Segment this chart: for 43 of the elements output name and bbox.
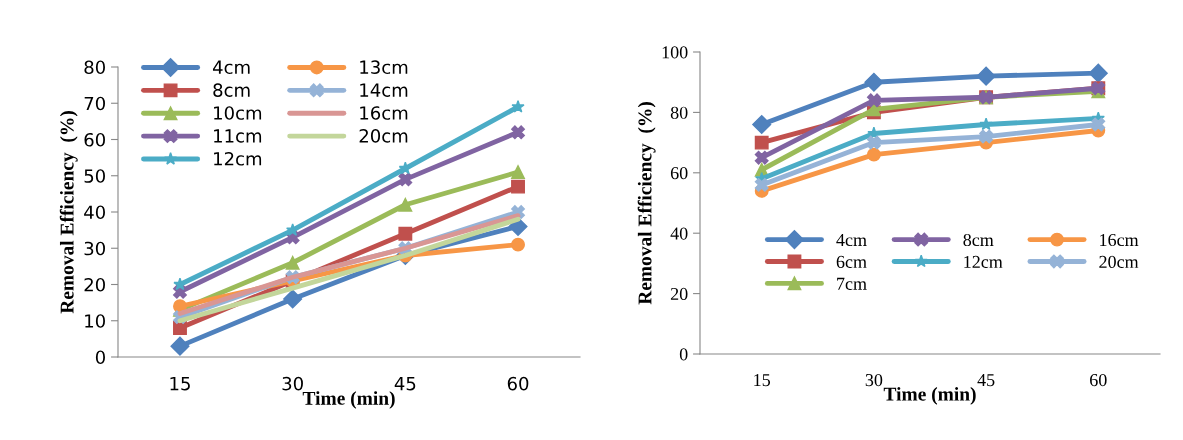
y-tick-label: 10 bbox=[85, 314, 105, 328]
y-tick-label: 40 bbox=[670, 227, 688, 240]
y-tick-label: 60 bbox=[84, 132, 105, 147]
y-axis-title: Removal Efficiency (%) bbox=[59, 111, 78, 314]
x-tick-label: 60 bbox=[507, 376, 529, 391]
y-tick-label: 60 bbox=[670, 167, 688, 180]
legend-label: 12cm bbox=[964, 255, 1003, 268]
y-tick-label: 40 bbox=[84, 205, 105, 220]
legend-label: 20cm bbox=[359, 129, 408, 143]
x-tick-label: 60 bbox=[1090, 373, 1107, 387]
legend-label: 11cm bbox=[214, 129, 262, 143]
x-tick-label: 30 bbox=[282, 376, 303, 391]
x-axis-title: Time (min) bbox=[883, 387, 976, 405]
legend-label: 12cm bbox=[214, 151, 262, 166]
y-tick-label: 100 bbox=[662, 46, 688, 59]
x-tick-label: 30 bbox=[865, 373, 883, 387]
y-tick-label: 20 bbox=[670, 287, 688, 301]
legend-label: 10cm bbox=[214, 106, 262, 120]
legend-label: 7cm bbox=[837, 277, 867, 290]
legend-label: 13cm bbox=[360, 60, 408, 75]
y-tick-label: 50 bbox=[84, 169, 105, 183]
x-tick-label: 15 bbox=[170, 377, 190, 391]
legend-label: 16cm bbox=[1100, 233, 1139, 247]
y-tick-label: 30 bbox=[84, 241, 105, 256]
legend-label: 20cm bbox=[1099, 255, 1139, 268]
y-tick-label: 0 bbox=[679, 348, 688, 361]
y-axis-title: Removal Efficiency (%) bbox=[637, 102, 656, 305]
y-tick-label: 80 bbox=[670, 106, 688, 119]
y-tick-label: 20 bbox=[84, 277, 105, 292]
y-tick-label: 80 bbox=[84, 60, 105, 75]
y-tick-label: 70 bbox=[84, 96, 105, 111]
legend-label: 4cm bbox=[836, 234, 867, 247]
x-tick-label: 45 bbox=[977, 374, 995, 387]
y-tick-label: 0 bbox=[95, 350, 105, 365]
x-tick-label: 15 bbox=[754, 374, 771, 387]
legend-label: 4cm bbox=[212, 60, 250, 75]
x-axis-title: Time (min) bbox=[302, 391, 395, 409]
legend-label: 14cm bbox=[360, 83, 408, 97]
legend-label: 16cm bbox=[360, 106, 408, 120]
legend-label: 6cm bbox=[836, 255, 867, 268]
x-tick-label: 45 bbox=[394, 377, 416, 391]
legend-label: 8cm bbox=[213, 83, 250, 97]
legend-label: 8cm bbox=[963, 233, 994, 247]
